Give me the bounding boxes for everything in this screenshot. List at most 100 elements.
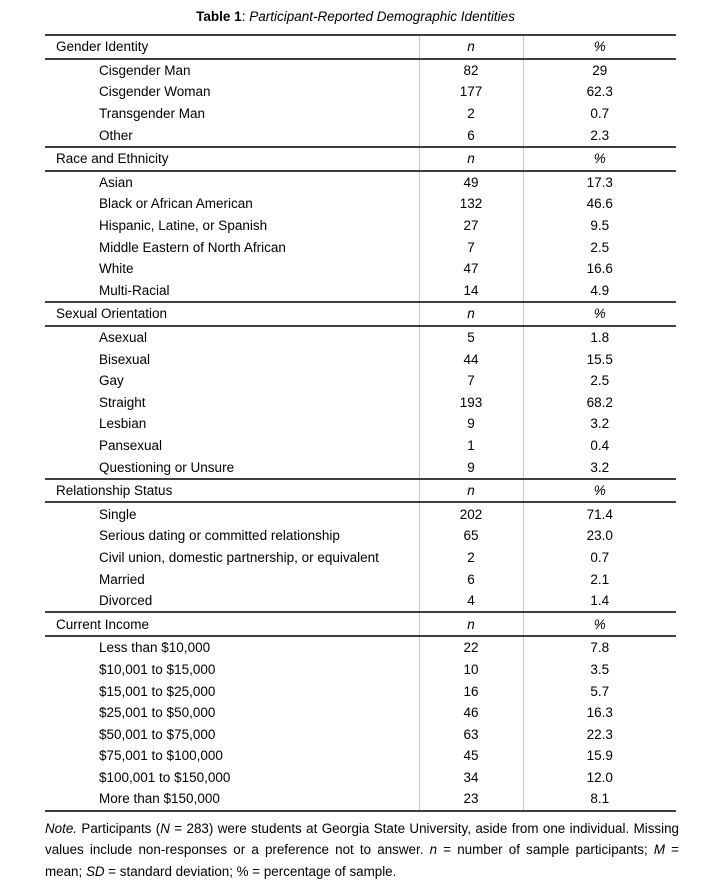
table-row: Lesbian 9 3.2 — [45, 413, 676, 435]
table-title-separator: : — [241, 9, 250, 24]
table-row: $75,001 to $100,000 45 15.9 — [45, 745, 676, 767]
table-number: Table 1 — [196, 9, 242, 24]
pct-cell: 23.0 — [522, 525, 676, 547]
n-cell: 7 — [418, 236, 523, 258]
pct-cell: 16.3 — [522, 701, 676, 724]
n-cell: 22 — [418, 636, 523, 659]
n-cell: 4 — [418, 589, 523, 613]
n-cell: 6 — [418, 568, 523, 590]
n-cell: 2 — [418, 102, 523, 125]
note-italic-term: Note. — [45, 820, 78, 836]
table-row: Cisgender Woman 177 62.3 — [45, 81, 676, 103]
table-row: Multi-Racial 14 4.9 — [45, 279, 676, 303]
pct-cell: 16.6 — [522, 257, 676, 280]
table-row: Middle Eastern of North African 7 2.5 — [45, 236, 676, 258]
category-cell: Asian — [99, 174, 133, 190]
pct-cell: 62.3 — [522, 81, 676, 103]
n-cell: 1 — [418, 434, 523, 457]
n-column-header: n — [418, 302, 523, 326]
n-cell: 49 — [418, 170, 523, 194]
pct-column-header: % — [522, 302, 676, 326]
table-title-text: Participant-Reported Demographic Identit… — [249, 9, 515, 24]
category-cell: Civil union, domestic partnership, or eq… — [99, 549, 379, 565]
table-row: Pansexual 1 0.4 — [45, 434, 676, 457]
note-text: = number of sample participants; — [437, 842, 654, 858]
n-cell: 5 — [418, 325, 523, 349]
note-text: Participants ( — [77, 820, 161, 836]
table-row: Black or African American 132 46.6 — [45, 193, 676, 215]
section-label: Current Income — [56, 616, 150, 632]
table-row: $15,001 to $25,000 16 5.7 — [45, 680, 676, 702]
n-cell: 16 — [418, 680, 523, 702]
pct-cell: 2.3 — [522, 124, 676, 147]
category-cell: Black or African American — [99, 196, 253, 212]
pct-cell: 29 — [522, 58, 676, 82]
note-italic-term: SD — [85, 863, 105, 879]
n-cell: 14 — [418, 279, 523, 303]
category-cell: $100,001 to $150,000 — [99, 769, 231, 785]
table-row: $50,001 to $75,000 63 22.3 — [45, 723, 676, 745]
pct-cell: 15.5 — [522, 348, 676, 370]
n-cell: 2 — [418, 546, 523, 569]
table-row: Asian 49 17.3 — [45, 170, 676, 194]
category-cell: Middle Eastern of North African — [99, 239, 286, 255]
pct-cell: 12.0 — [522, 766, 676, 789]
pct-cell: 2.5 — [522, 369, 676, 392]
pct-cell: 4.9 — [522, 279, 676, 303]
pct-column-header: % — [522, 146, 676, 171]
section-header-row: Sexual Orientation n% — [45, 302, 676, 326]
n-cell: 65 — [418, 525, 523, 547]
table-row: $100,001 to $150,000 34 12.0 — [45, 766, 676, 789]
table-row: Less than $10,000 22 7.8 — [45, 636, 676, 659]
category-cell: Asexual — [99, 330, 148, 346]
pct-cell: 7.8 — [522, 636, 676, 659]
n-column-header: n — [418, 35, 523, 59]
pct-cell: 3.2 — [522, 456, 676, 479]
table-row: Cisgender Man 82 29 — [45, 58, 676, 82]
table-row: Serious dating or committed relationship… — [45, 525, 676, 547]
n-cell: 82 — [418, 58, 523, 82]
table-row: Single 202 71.4 — [45, 502, 676, 526]
category-cell: Married — [99, 571, 145, 587]
note-text: = standard deviation; % = percentage of … — [104, 863, 397, 879]
n-column-header: n — [418, 478, 523, 503]
category-cell: Cisgender Man — [99, 62, 191, 78]
demographics-table: Gender Identity n% Cisgender Man 82 29 Cisgen… — [45, 34, 676, 812]
table-row: Divorced 4 1.4 — [45, 589, 676, 613]
note-italic-term: N — [160, 820, 170, 836]
category-cell: Less than $10,000 — [99, 640, 211, 656]
n-cell: 7 — [418, 369, 523, 392]
category-cell: Lesbian — [99, 416, 147, 432]
category-cell: Divorced — [99, 593, 153, 609]
table-row: Other 6 2.3 — [45, 124, 676, 147]
pct-cell: 22.3 — [522, 723, 676, 745]
note-italic-term: M — [653, 842, 665, 858]
pct-cell: 2.1 — [522, 568, 676, 590]
category-cell: $75,001 to $100,000 — [99, 748, 223, 764]
table-row: Straight 193 68.2 — [45, 391, 676, 414]
n-cell: 9 — [418, 456, 523, 479]
pct-cell: 71.4 — [522, 502, 676, 526]
table-row: Asexual 5 1.8 — [45, 325, 676, 349]
table-row: Gay 7 2.5 — [45, 369, 676, 392]
category-cell: $25,001 to $50,000 — [99, 705, 216, 721]
pct-cell: 0.7 — [522, 102, 676, 125]
pct-cell: 3.2 — [522, 413, 676, 435]
category-cell: $50,001 to $75,000 — [99, 726, 216, 742]
section-label: Race and Ethnicity — [56, 151, 169, 167]
table-row: Questioning or Unsure 9 3.2 — [45, 456, 676, 479]
pct-cell: 68.2 — [522, 391, 676, 414]
n-cell: 44 — [418, 348, 523, 370]
category-cell: Multi-Racial — [99, 282, 170, 298]
pct-column-header: % — [522, 612, 676, 637]
category-cell: Pansexual — [99, 437, 163, 453]
pct-cell: 5.7 — [522, 680, 676, 702]
n-cell: 46 — [418, 701, 523, 724]
pct-cell: 0.7 — [522, 546, 676, 569]
pct-cell: 46.6 — [522, 193, 676, 215]
category-cell: $15,001 to $25,000 — [99, 683, 216, 699]
table-row: Married 6 2.1 — [45, 568, 676, 590]
pct-cell: 15.9 — [522, 745, 676, 767]
table-title: Table 1: Participant-Reported Demographi… — [0, 0, 711, 26]
